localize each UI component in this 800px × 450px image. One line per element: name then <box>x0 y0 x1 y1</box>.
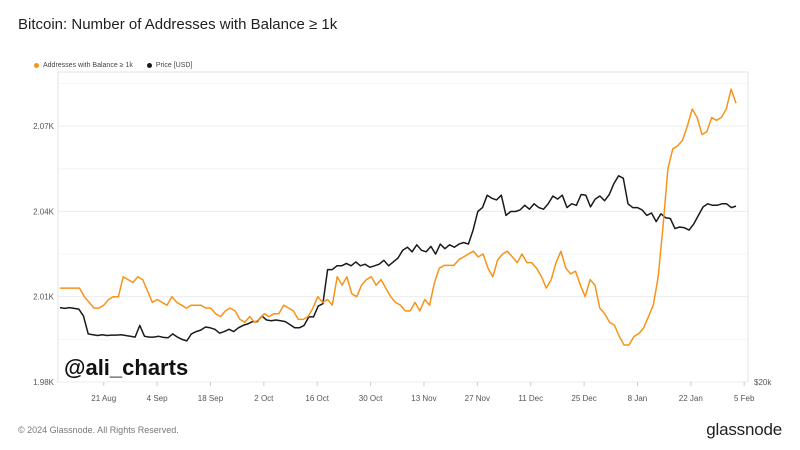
x-tick-label: 25 Dec <box>571 394 596 403</box>
y-tick-label: 1.98K <box>33 378 55 387</box>
legend-label-addresses: Addresses with Balance ≥ 1k <box>43 62 133 69</box>
x-tick-label: 22 Jan <box>679 394 703 403</box>
axes: 1.98K 2.01K 2.04K 2.07K $20k 21 Aug 4 Sep 18 Se… <box>33 122 772 403</box>
series-lines <box>59 88 737 346</box>
watermark: @ali_charts <box>64 355 189 380</box>
legend-item-addresses[interactable]: Addresses with Balance ≥ 1k <box>34 62 133 69</box>
addresses-line <box>60 88 737 346</box>
y-tick-label: 2.04K <box>33 207 55 216</box>
legend-dot-addresses <box>34 63 39 68</box>
x-tick-label: 5 Feb <box>734 394 755 403</box>
chart-title: Bitcoin: Number of Addresses with Balanc… <box>18 16 338 33</box>
y-right-tick-label: $20k <box>754 378 772 387</box>
x-tick-label: 30 Oct <box>359 394 383 403</box>
legend-label-price: Price [USD] <box>155 62 193 69</box>
x-tick-label: 8 Jan <box>628 394 648 403</box>
x-tick-label: 27 Nov <box>465 394 490 403</box>
x-tick-label: 18 Sep <box>198 394 224 403</box>
x-tick-label: 2 Oct <box>254 394 274 403</box>
legend-dot-price <box>146 63 152 68</box>
y-tick-label: 2.07K <box>33 122 55 131</box>
x-tick-label: 16 Oct <box>305 394 329 403</box>
price-line <box>59 175 737 342</box>
legend-item-price[interactable]: Price [USD] <box>146 62 193 69</box>
copyright-text: © 2024 Glassnode. All Rights Reserved. <box>18 425 179 435</box>
gridlines <box>57 71 749 383</box>
chart-legend: Addresses with Balance ≥ 1k Price [USD] <box>34 62 192 69</box>
x-tick-label: 11 Dec <box>518 394 543 403</box>
x-tick-label: 21 Aug <box>91 394 116 403</box>
y-tick-label: 2.01K <box>33 293 55 302</box>
brand-logo: glassnode <box>706 420 782 439</box>
plot-frame <box>57 71 749 383</box>
x-tick-label: 4 Sep <box>147 394 168 403</box>
x-tick-label: 13 Nov <box>411 394 436 403</box>
